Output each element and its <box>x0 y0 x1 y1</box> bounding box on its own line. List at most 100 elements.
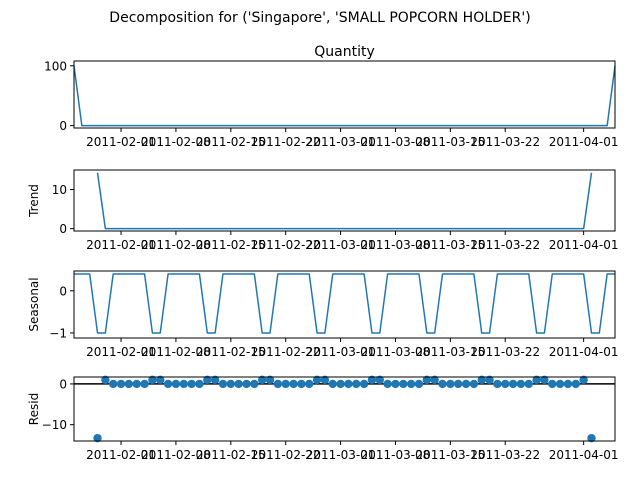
panel-3: 0−102011-02-012011-02-082011-02-152011-0… <box>27 375 619 462</box>
y-tick-label: 10 <box>52 183 67 197</box>
panel-2: 0 −1 2011-02-012011-02-082011-02-152011-02… <box>27 270 619 359</box>
resid-point <box>375 375 384 385</box>
x-tick-label: 2011-02-22 <box>251 448 321 462</box>
x-tick-label: 2011-02-01 <box>86 238 156 252</box>
x-tick-label: 2011-02-22 <box>251 238 321 252</box>
axes-frame <box>73 270 616 339</box>
resid-point <box>485 375 494 385</box>
x-tick-label: 2011-02-15 <box>196 448 266 462</box>
resid-point <box>328 379 337 389</box>
resid-point <box>461 379 471 389</box>
resid-point <box>297 379 306 389</box>
resid-point <box>438 379 447 389</box>
resid-point <box>516 379 526 389</box>
x-tick-label: 2011-03-22 <box>470 135 540 149</box>
panel-title: Quantity <box>314 44 375 60</box>
x-tick-label: 2011-02-08 <box>141 345 211 359</box>
y-axis-label: Trend <box>27 184 41 218</box>
resid-point <box>140 379 149 389</box>
resid-point <box>171 379 181 389</box>
resid-point <box>524 379 533 389</box>
resid-point <box>422 375 432 385</box>
resid-point <box>571 379 580 389</box>
x-tick-label: 2011-02-15 <box>196 345 266 359</box>
resid-point <box>532 375 541 385</box>
x-tick-label: 2011-02-01 <box>86 448 156 462</box>
resid-point <box>265 375 275 385</box>
panel-0: 01002011-02-012011-02-082011-02-152011-0… <box>44 44 618 149</box>
resid-point <box>109 379 118 389</box>
resid-point <box>218 379 228 389</box>
axes-frame <box>73 376 616 442</box>
resid-point <box>446 379 455 389</box>
x-tick-label: 2011-03-01 <box>306 448 376 462</box>
y-tick-label: 0 <box>59 222 67 236</box>
y-axis-label: Resid <box>27 393 41 425</box>
x-tick-label: 2011-02-01 <box>86 345 156 359</box>
resid-point <box>477 375 486 385</box>
y-tick-label: 0 <box>59 284 67 298</box>
x-tick-label: 2011-03-15 <box>415 135 485 149</box>
x-tick-label: 2011-03-08 <box>361 345 431 359</box>
x-tick-label: 2011-02-22 <box>251 135 321 149</box>
x-tick-label: 2011-03-08 <box>361 238 431 252</box>
y-tick-label: 0 <box>59 377 67 391</box>
resid-point <box>250 379 259 389</box>
resid-point <box>156 375 165 385</box>
resid-point <box>93 433 102 443</box>
axes-frame <box>73 169 616 232</box>
x-tick-label: 2011-02-15 <box>196 135 266 149</box>
resid-point <box>203 375 212 385</box>
y-tick-label: −10 <box>42 418 67 432</box>
resid-point <box>391 379 400 389</box>
resid-point <box>289 379 298 389</box>
resid-point <box>242 379 251 389</box>
resid-point <box>399 379 408 389</box>
resid-point <box>414 379 424 389</box>
x-tick-label: 2011-03-01 <box>306 345 376 359</box>
resid-point <box>453 379 463 389</box>
x-tick-label: 2011-02-08 <box>141 448 211 462</box>
resid-point <box>312 375 322 385</box>
resid-point <box>383 379 392 389</box>
y-tick-label: −1 <box>49 326 67 340</box>
resid-point <box>579 375 588 385</box>
resid-point <box>367 375 377 385</box>
y-tick-label: 100 <box>44 59 67 73</box>
x-tick-label: 2011-03-22 <box>470 238 540 252</box>
x-tick-label: 2011-03-22 <box>470 448 540 462</box>
resid-point <box>234 379 243 389</box>
resid-point <box>501 379 510 389</box>
resid-point <box>124 379 134 389</box>
x-tick-label: 2011-03-08 <box>361 135 431 149</box>
resid-point <box>344 379 353 389</box>
x-tick-label: 2011-03-15 <box>415 345 485 359</box>
resid-point <box>132 379 141 389</box>
resid-point <box>548 379 557 389</box>
x-tick-label: 2011-04-01 <box>549 135 619 149</box>
resid-point <box>359 379 369 389</box>
x-tick-label: 2011-03-01 <box>306 135 376 149</box>
x-tick-label: 2011-02-22 <box>251 345 321 359</box>
resid-point <box>320 375 330 385</box>
resid-point <box>116 379 126 389</box>
x-tick-label: 2011-03-15 <box>415 448 485 462</box>
resid-point <box>101 375 110 385</box>
resid-point <box>352 379 361 389</box>
resid-point <box>195 379 204 389</box>
resid-point <box>406 379 416 389</box>
resid-point <box>430 375 439 385</box>
resid-point <box>179 379 188 389</box>
resid-point <box>257 375 267 385</box>
x-tick-label: 2011-04-01 <box>549 238 619 252</box>
resid-point <box>281 379 290 389</box>
resid-point <box>493 379 502 389</box>
resid-point <box>163 379 173 389</box>
x-tick-label: 2011-02-08 <box>141 238 211 252</box>
resid-point <box>469 379 479 389</box>
x-tick-label: 2011-03-15 <box>415 238 485 252</box>
resid-point <box>540 375 549 385</box>
series-line <box>73 65 616 127</box>
resid-point <box>210 375 220 385</box>
